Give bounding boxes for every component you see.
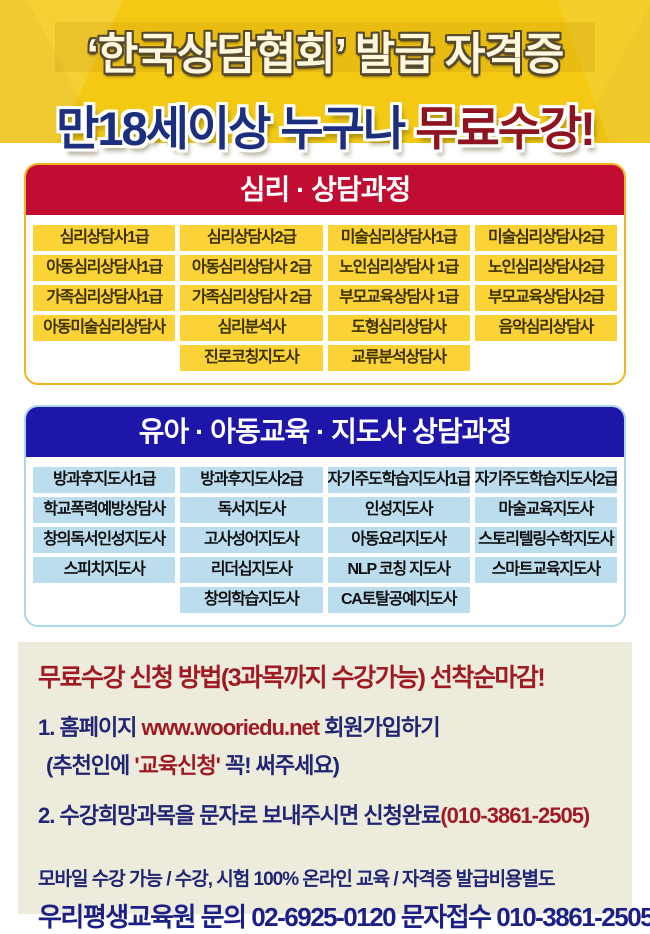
apply-title: 무료수강 신청 방법(3과목까지 수강가능) 선착순마감!	[38, 664, 546, 692]
course-chip: 미술심리상담사1급	[327, 225, 470, 251]
note-prefix: (추천인에	[46, 753, 135, 778]
course-chip: 자기주도학습지도사2급	[474, 467, 617, 493]
section-child-education: 유아 · 아동교육 · 지도사 상담과정 방과후지도사1급 방과후지도사2급 자…	[24, 405, 626, 627]
course-chip: 도형심리상담사	[327, 315, 470, 341]
course-chip: 방과후지도사2급	[180, 467, 323, 493]
apply-step-2: 2. 수강희망과목을 문자로 보내주시면 신청완료(010-3861-2505)	[38, 798, 618, 830]
step2-phone-number: (010-3861-2505)	[440, 803, 590, 828]
headline-free-enrollment: 만18세이상 누구나 무료수강!	[0, 90, 650, 159]
course-chip: 방과후지도사1급	[33, 467, 176, 493]
step1-prefix: 1. 홈페이지	[38, 715, 142, 740]
course-chip: CA토탈공예지도사	[327, 587, 470, 613]
course-chip: 인성지도사	[327, 497, 470, 523]
apply-step-1-note: (추천인에 '교육신청' 꼭! 써주세요)	[38, 748, 618, 780]
promo-banner: ‘한국상담협회’ 발급 자격증 만18세이상 누구나 무료수강!	[0, 0, 650, 155]
course-chip: 미술심리상담사2급	[474, 225, 617, 251]
step1-suffix: 회원가입하기	[319, 715, 440, 740]
course-chip: 스피치지도사	[33, 557, 176, 583]
course-chip: 심리분석사	[180, 315, 323, 341]
course-chip: 리더십지도사	[180, 557, 323, 583]
section-child-title: 유아 · 아동교육 · 지도사 상담과정	[26, 407, 624, 457]
headline-free-text: 무료수강!	[415, 102, 596, 155]
course-chip: 고사성어지도사	[180, 527, 323, 553]
note-highlight: '교육신청'	[134, 753, 220, 778]
headline-highlight-band	[55, 22, 595, 72]
headline-issuer: ‘한국상담협회’ 발급 자격증	[86, 30, 565, 79]
course-chip: 학교폭력예방상담사	[33, 497, 176, 523]
headline-age-text: 만18세이상 누구나	[56, 102, 416, 155]
website-url: www.wooriedu.net	[141, 715, 321, 740]
course-chip: 독서지도사	[180, 497, 323, 523]
course-chip: 노인심리상담사2급	[474, 255, 617, 281]
course-chip: 창의독서인성지도사	[33, 527, 176, 553]
course-chip: 부모교육상담사2급	[474, 285, 617, 311]
contact-line: 우리평생교육원 문의 02-6925-0120 문자접수 010-3861-25…	[38, 902, 650, 932]
course-chip: 음악심리상담사	[474, 315, 617, 341]
apply-panel: 무료수강 신청 방법(3과목까지 수강가능) 선착순마감! 1. 홈페이지 ww…	[18, 642, 650, 932]
section-psych-course-grid: 심리상담사1급 심리상담사2급 미술심리상담사1급 미술심리상담사2급 아동심리…	[26, 215, 624, 383]
course-chip: 가족심리상담사1급	[33, 285, 176, 311]
course-chip: 자기주도학습지도사1급	[327, 467, 470, 493]
course-chip: 아동심리상담사 2급	[180, 255, 323, 281]
course-chip: 심리상담사1급	[33, 225, 176, 251]
mobile-info-line: 모바일 수강 가능 / 수강, 시험 100% 온라인 교육 / 자격증 발급비…	[38, 869, 556, 890]
course-chip: 심리상담사2급	[180, 225, 323, 251]
course-chip: 아동심리상담사1급	[33, 255, 176, 281]
course-chip: 스토리텔링수학지도사	[474, 527, 617, 553]
course-chip: 스마트교육지도사	[474, 557, 617, 583]
note-suffix: 꼭! 써주세요)	[219, 753, 340, 778]
course-chip: 아동요리지도사	[327, 527, 470, 553]
course-chip: 가족심리상담사 2급	[180, 285, 323, 311]
section-psych-counseling: 심리 · 상담과정 심리상담사1급 심리상담사2급 미술심리상담사1급 미술심리…	[24, 163, 626, 385]
section-psych-title: 심리 · 상담과정	[26, 165, 624, 215]
course-chip: 노인심리상담사 1급	[327, 255, 470, 281]
course-chip: NLP 코칭 지도사	[327, 557, 470, 583]
course-chip: 창의학습지도사	[180, 587, 323, 613]
course-chip: 부모교육상담사 1급	[327, 285, 470, 311]
course-chip: 진로코칭지도사	[180, 345, 323, 371]
course-chip: 아동미술심리상담사	[33, 315, 176, 341]
apply-step-1: 1. 홈페이지 www.wooriedu.net 회원가입하기	[38, 710, 618, 742]
section-child-course-grid: 방과후지도사1급 방과후지도사2급 자기주도학습지도사1급 자기주도학습지도사2…	[26, 457, 624, 625]
course-chip: 마술교육지도사	[474, 497, 617, 523]
course-chip: 교류분석상담사	[327, 345, 470, 371]
step2-text: 2. 수강희망과목을 문자로 보내주시면 신청완료	[38, 803, 441, 828]
